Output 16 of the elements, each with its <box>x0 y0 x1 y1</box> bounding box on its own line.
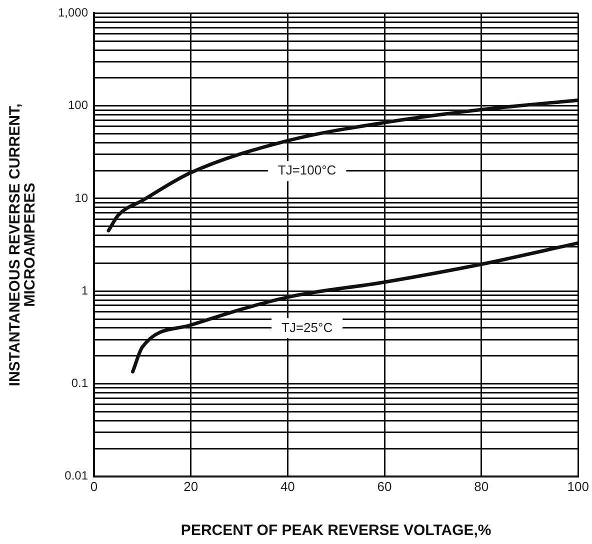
y-tick-label: 10 <box>74 190 88 205</box>
y-tick-label: 0.1 <box>71 376 88 390</box>
x-tick-label: 40 <box>280 478 295 494</box>
y-tick-label: 0.01 <box>64 468 88 483</box>
x-axis-title: PERCENT OF PEAK REVERSE VOLTAGE,% <box>180 522 492 540</box>
y-tick-label: 100 <box>68 98 88 112</box>
y-tick-label: 1,000 <box>58 6 88 20</box>
series-label: TJ=100°C <box>278 162 336 178</box>
y-tick-label: 1 <box>81 283 88 298</box>
x-tick-label: 60 <box>377 478 392 494</box>
x-tick-label: 80 <box>474 478 489 494</box>
y-axis-title: INSTANTANEOUS REVERSE CURRENT, MICROAMPERES <box>6 103 39 386</box>
x-tick-label: 100 <box>567 478 590 494</box>
series-label: TJ=25°C <box>282 320 333 335</box>
x-tick-label: 20 <box>184 478 198 494</box>
x-tick-label: 0 <box>90 478 98 494</box>
